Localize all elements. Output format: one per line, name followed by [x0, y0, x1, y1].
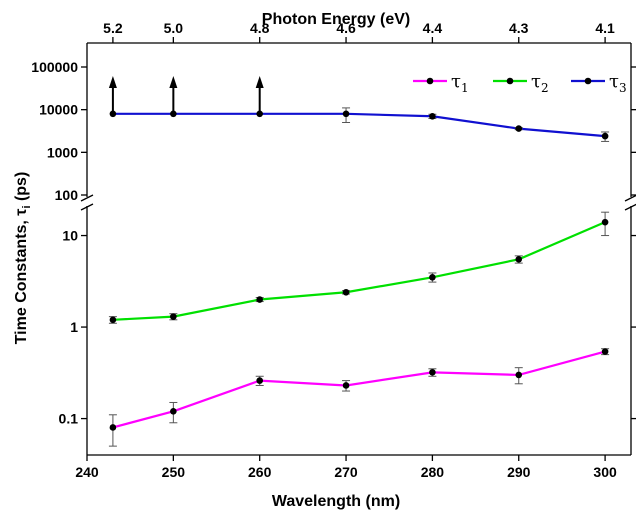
- x2-axis-title: Photon Energy (eV): [262, 11, 410, 28]
- legend-label: τ1: [451, 71, 469, 95]
- legend-marker: [506, 77, 514, 85]
- series-line: [112, 350, 606, 429]
- series-line: [112, 112, 606, 138]
- x-tick-label: 270: [334, 464, 358, 480]
- data-point: [109, 424, 117, 431]
- x-axis-title: Wavelength (nm): [272, 493, 400, 510]
- lower-bound-arrowhead: [108, 76, 117, 88]
- legend-marker: [584, 77, 592, 85]
- data-point: [601, 348, 609, 355]
- x2-tick-label: 5.2: [103, 20, 123, 36]
- x-tick-label: 250: [162, 464, 186, 480]
- data-point: [515, 371, 523, 379]
- legend-label: τ3: [609, 71, 627, 95]
- data-point: [342, 288, 350, 296]
- y-axis-title-sub: i: [21, 205, 33, 208]
- legend-label: τ2: [531, 71, 549, 95]
- series-1: [108, 348, 610, 447]
- legend-item-3: τ3: [571, 71, 627, 95]
- axis-labels: Wavelength (nm) Photon Energy (eV) Time …: [13, 11, 410, 510]
- axis-break-mark-left: [80, 194, 94, 202]
- y-axis-title-symbol: τ: [13, 209, 30, 216]
- data-point: [170, 313, 177, 320]
- legend-label-symbol: τ: [609, 71, 619, 92]
- x-tick-label: 280: [421, 464, 445, 480]
- data-point: [109, 316, 117, 324]
- y-upper-tick-label: 100000: [31, 59, 78, 75]
- x-tick-label: 240: [75, 464, 99, 480]
- y-axis-title-unit: (ps): [13, 172, 30, 206]
- series-line: [112, 221, 606, 321]
- legend-label-sub: 2: [541, 81, 549, 95]
- legend: τ1 τ2 τ3: [413, 71, 627, 95]
- data-point: [429, 273, 436, 281]
- x2-tick-label: 4.3: [509, 20, 529, 36]
- x2-tick-label: 4.1: [595, 20, 615, 36]
- data-point: [342, 110, 350, 118]
- data-point: [429, 112, 436, 120]
- axis-break-mark-right: [624, 203, 636, 211]
- legend-label-sub: 3: [619, 81, 627, 95]
- x2-tick-label: 4.6: [336, 20, 356, 36]
- y-lower-tick-label: 0.1: [59, 411, 79, 427]
- data-point: [256, 377, 263, 384]
- x-tick-label: 290: [507, 464, 531, 480]
- series-layer: [108, 76, 610, 447]
- axis-break-mark-right: [624, 194, 636, 202]
- data-point: [515, 256, 523, 263]
- x-tick-label: 300: [593, 464, 617, 480]
- data-point: [601, 132, 609, 140]
- y-lower-tick-label: 10: [62, 228, 78, 244]
- x2-tick-label: 5.0: [164, 20, 184, 36]
- x2-tick-label: 4.8: [250, 20, 270, 36]
- y-upper-tick-label: 1000: [47, 144, 78, 160]
- data-point: [256, 296, 263, 303]
- axes: 240 250 260 270 280 290 300 5.2 5.0 4.8 4.6 4.4 4.3 4…: [31, 20, 636, 480]
- y-axis-title: Time Constants, τi (ps): [13, 172, 33, 345]
- data-point: [342, 382, 350, 389]
- y-axis-title-main: Time Constants,: [13, 216, 30, 345]
- legend-item-2: τ2: [493, 71, 549, 95]
- data-point: [515, 125, 523, 132]
- data-point: [429, 369, 436, 376]
- x2-tick-label: 4.4: [423, 20, 443, 36]
- y-upper-tick-label: 100: [55, 187, 79, 203]
- legend-label-symbol: τ: [531, 71, 541, 92]
- legend-marker: [426, 77, 434, 85]
- lower-bound-arrowhead: [169, 76, 178, 88]
- data-point: [601, 218, 609, 226]
- data-point: [170, 408, 177, 415]
- axis-break-mark-left: [80, 203, 94, 211]
- y-upper-tick-label: 10000: [39, 102, 78, 118]
- legend-label-sub: 1: [461, 81, 469, 95]
- series-3: [108, 76, 610, 142]
- x-tick-label: 260: [248, 464, 272, 480]
- legend-item-1: τ1: [413, 71, 469, 95]
- y-lower-tick-label: 1: [70, 319, 78, 335]
- legend-label-symbol: τ: [451, 71, 461, 92]
- series-2: [108, 211, 610, 324]
- lower-bound-arrowhead: [255, 76, 264, 88]
